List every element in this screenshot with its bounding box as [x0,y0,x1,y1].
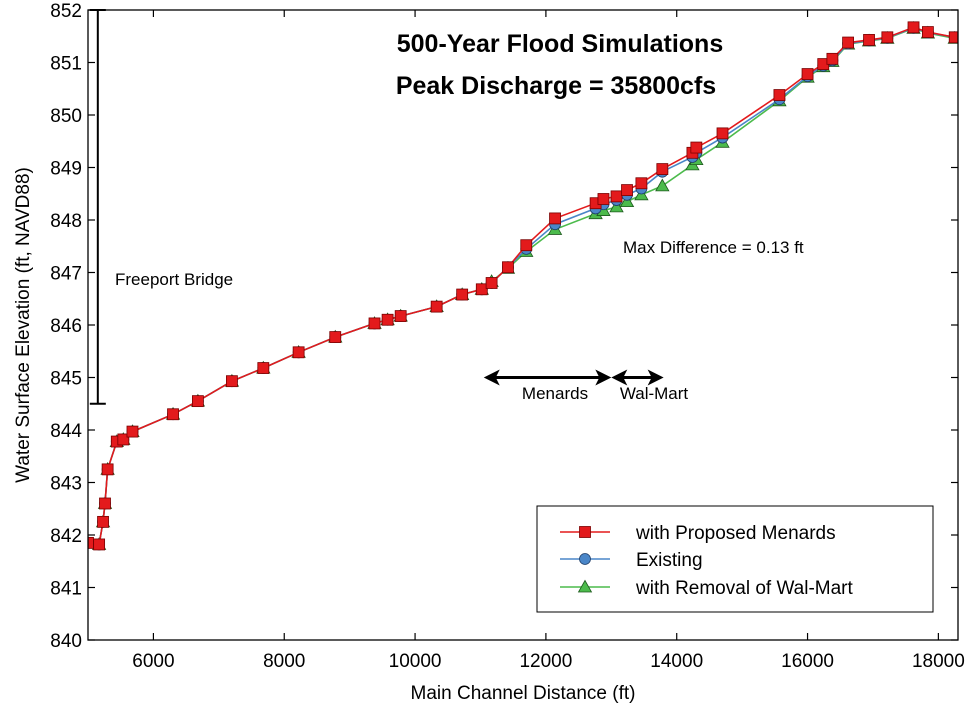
data-point-proposed-menards [621,184,633,196]
legend-label-removal-walmart: with Removal of Wal-Mart [635,578,854,599]
marks-layer [88,9,958,551]
data-point-proposed-menards [167,408,179,421]
data-point-proposed-menards [656,163,669,175]
chart-subtitle: Peak Discharge = 35800cfs [396,72,716,100]
data-point-proposed-menards [99,497,111,510]
x-tick-label: 6000 [132,651,174,672]
data-point-proposed-menards [381,313,394,326]
chart-legend: with Proposed Menards Existing with Remo… [536,505,934,613]
y-tick-label: 852 [50,1,82,22]
legend-symbols [560,526,610,593]
data-point-proposed-menards [292,346,305,359]
data-point-proposed-menards [549,212,561,225]
data-point-proposed-menards [690,141,703,154]
data-point-proposed-menards [97,515,109,528]
data-point-removal-walmart [619,194,635,208]
y-tick-label: 850 [50,106,82,127]
x-tick-label: 18000 [912,651,965,672]
data-point-proposed-menards [922,26,934,38]
legend-label-proposed-menards: with Proposed Menards [635,523,836,544]
data-point-proposed-menards [773,89,786,101]
y-tick-label: 844 [50,421,82,442]
menards-span-label: Menards [522,384,588,403]
data-point-proposed-menards [907,21,920,34]
data-point-proposed-menards [520,239,533,252]
data-point-proposed-menards [101,463,114,476]
data-point-proposed-menards [502,261,514,274]
chart-title: 500-Year Flood Simulations [397,30,723,58]
x-tick-label: 14000 [650,651,703,672]
data-point-proposed-menards [191,395,204,408]
data-point-proposed-menards [801,68,814,80]
y-tick-label: 846 [50,316,82,337]
data-point-removal-walmart [609,199,624,213]
y-tick-label: 841 [50,579,82,600]
walmart-span-label: Wal-Mart [620,384,689,403]
legend-marker-existing [579,553,591,565]
data-point-proposed-menards [597,193,610,205]
data-point-proposed-menards [394,310,407,322]
y-tick-label: 847 [50,264,82,285]
data-point-proposed-menards [430,300,443,313]
y-axis-ticks: 840 841 842 843 844 845 846 847 848 849 850 851 852 [50,1,958,652]
y-axis-label: Water Surface Elevation (ft, NAVD88) [13,167,34,483]
legend-marker-removal-walmart [577,579,593,593]
y-tick-label: 843 [50,474,82,495]
y-tick-label: 848 [50,211,82,232]
y-tick-label: 840 [50,631,82,652]
data-point-proposed-menards [863,34,875,46]
x-tick-label: 12000 [519,651,572,672]
data-point-proposed-menards [948,31,958,44]
data-point-proposed-menards [329,331,342,343]
data-point-proposed-menards [610,190,623,203]
legend-label-existing: Existing [636,550,703,571]
data-point-proposed-menards [117,433,130,446]
walmart-arrow-head-right [647,369,664,386]
data-point-proposed-menards [842,36,855,49]
menards-arrow-head-left [483,369,500,386]
data-point-proposed-menards [257,362,270,374]
walmart-arrow-head-left [611,369,628,386]
data-point-proposed-menards [226,375,238,388]
series-group [88,21,958,551]
legend-marker-proposed-menards [579,526,591,538]
data-point-proposed-menards [475,283,488,296]
data-point-proposed-menards [456,288,469,301]
data-point-proposed-menards [93,538,106,551]
y-tick-label: 851 [50,54,82,75]
data-point-proposed-menards [716,127,729,140]
series-proposed-menards [88,21,958,551]
x-tick-label: 16000 [781,651,834,672]
data-point-proposed-menards [881,31,894,44]
data-point-proposed-menards [826,52,839,65]
y-tick-label: 849 [50,159,82,180]
data-point-proposed-menards [635,177,648,190]
x-axis-ticks: 6000 8000 10000 12000 14000 16000 18000 [132,10,965,672]
data-point-proposed-menards [485,277,498,289]
data-point-removal-walmart [655,178,670,192]
y-tick-label: 845 [50,369,82,390]
data-point-proposed-menards [368,317,381,330]
freeport-bridge-label: Freeport Bridge [115,270,233,289]
menards-arrow-head-right [595,369,612,386]
y-tick-label: 842 [50,526,82,547]
x-tick-label: 10000 [389,651,442,672]
max-difference-label: Max Difference = 0.13 ft [623,238,804,257]
x-tick-label: 8000 [263,651,305,672]
data-point-proposed-menards [126,425,139,438]
x-axis-label: Main Channel Distance (ft) [411,683,636,704]
